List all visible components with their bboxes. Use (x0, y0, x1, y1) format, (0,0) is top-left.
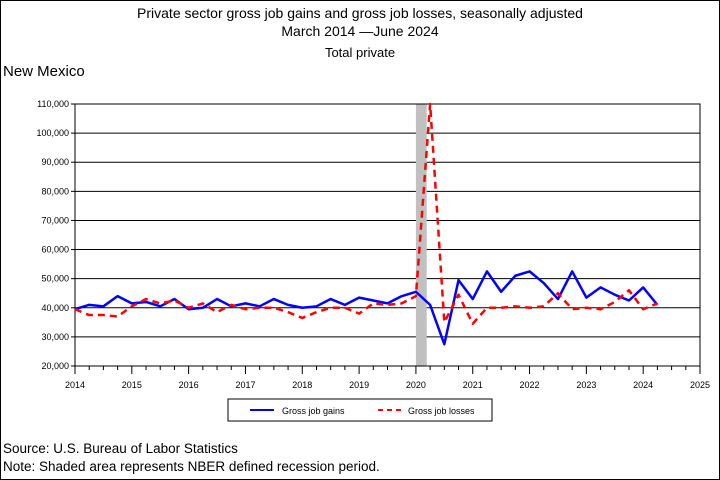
y-tick-label: 80,000 (41, 186, 69, 196)
legend-box (227, 398, 493, 422)
x-tick-label: 2019 (349, 380, 369, 390)
x-tick-label: 2020 (406, 380, 426, 390)
source-note: Source: U.S. Bureau of Labor Statistics (3, 441, 238, 456)
x-tick-label: 2014 (65, 380, 85, 390)
x-tick-label: 2021 (463, 380, 483, 390)
region-label: New Mexico (3, 63, 85, 80)
chart-date-range: March 2014 —June 2024 (281, 23, 439, 39)
x-tick-label: 2016 (179, 380, 199, 390)
y-tick-label: 20,000 (41, 361, 69, 371)
y-tick-label: 40,000 (41, 303, 69, 313)
y-tick-label: 70,000 (41, 215, 69, 225)
x-tick-label: 2024 (633, 380, 653, 390)
y-tick-label: 90,000 (41, 157, 69, 167)
recession-note: Note: Shaded area represents NBER define… (3, 459, 380, 474)
chart-title: Private sector gross job gains and gross… (137, 5, 583, 21)
y-tick-label: 60,000 (41, 245, 69, 255)
y-tick-label: 110,000 (37, 99, 69, 109)
chart-subtitle: Total private (324, 45, 396, 60)
y-tick-label: 30,000 (41, 332, 69, 342)
series-layer (74, 102, 659, 346)
x-tick-label: 2023 (576, 380, 596, 390)
x-tick-label: 2018 (292, 380, 312, 390)
legend: Gross job gains Gross job losses (227, 398, 493, 422)
x-tick-label: 2022 (520, 380, 540, 390)
legend-label: Gross job losses (408, 406, 475, 416)
plot-border (74, 103, 701, 367)
y-tick-label: 100,000 (36, 128, 69, 138)
x-tick-label: 2025 (690, 380, 710, 390)
x-tick-label: 2015 (122, 380, 142, 390)
legend-label: Gross job gains (282, 406, 345, 416)
axes: 20,000 30,000 40,000 50,000 60,000 70,000 80,0… (36, 99, 710, 390)
y-tick-label: 50,000 (41, 274, 69, 284)
grid-lines (75, 103, 700, 367)
series-line-gross-job-losses (74, 102, 658, 326)
x-tick-label: 2017 (235, 380, 255, 390)
